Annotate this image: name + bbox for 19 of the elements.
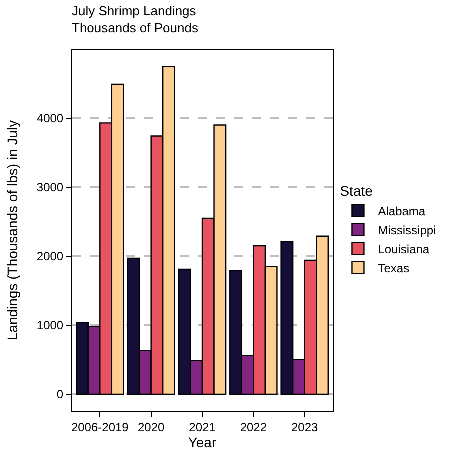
x-tick-label: 2020 (138, 420, 165, 434)
y-tick-label: 0 (56, 388, 64, 402)
y-tick-label: 4000 (36, 112, 64, 126)
legend-label: Texas (378, 261, 410, 276)
legend-label: Alabama (378, 204, 426, 218)
x-tick-label: 2023 (292, 420, 319, 434)
y-tick-label: 2000 (36, 250, 64, 264)
legend-title: State (340, 183, 374, 200)
chart-subtitle: Thousands of Pounds (72, 20, 199, 36)
x-axis-title: Year (188, 434, 217, 450)
y-tick-label: 1000 (36, 318, 64, 333)
x-tick-label: 2006-2019 (71, 420, 130, 434)
legend-label: Mississippi (378, 223, 436, 238)
y-axis-title: Landings (Thousands of lbs) in July (4, 120, 20, 341)
legend-label: Louisiana (378, 242, 430, 256)
x-tick-label: 2021 (189, 420, 216, 434)
y-tick-label: 3000 (36, 180, 64, 195)
chart-title: July Shrimp Landings (72, 4, 197, 19)
x-tick-label: 2022 (240, 420, 268, 434)
